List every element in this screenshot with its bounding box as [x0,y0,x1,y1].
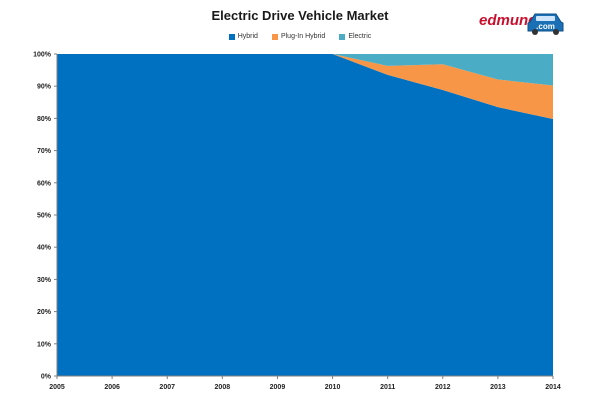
y-tick-label: 50% [37,213,52,220]
chart-title: Electric Drive Vehicle Market [211,8,389,23]
x-tick-label: 2012 [435,384,451,391]
y-tick-label: 60% [37,180,52,187]
series-areas [57,54,553,376]
x-tick-label: 2014 [545,384,561,391]
y-tick-label: 0% [41,374,52,381]
y-tick-label: 20% [37,309,52,316]
area-hybrid [57,54,553,376]
y-tick-label: 30% [37,277,52,284]
x-tick-label: 2011 [380,384,395,391]
y-tick-label: 100% [33,52,52,59]
x-tick-label: 2013 [490,384,506,391]
x-tick-label: 2005 [49,384,65,391]
logo-badge-text: .com [536,22,555,31]
x-tick-label: 2009 [270,384,286,391]
legend-label-electric: Electric [348,33,372,40]
legend-swatch-plug-in-hybrid [271,33,278,40]
y-tick-label: 40% [37,245,52,252]
legend-label-hybrid: Hybrid [237,33,258,40]
legend: Hybrid Plug-In Hybrid Electric [0,33,600,40]
y-tick-label: 90% [37,84,52,91]
y-tick-label: 70% [37,148,52,155]
edmunds-logo: edmunds .com [479,12,564,35]
car-badge-icon: .com [527,13,564,35]
y-axis-ticks: 0% 10% 20% 30% 40% 50% 60% 70% 80% 90% 100% [33,52,57,381]
y-tick-label: 80% [37,116,52,123]
legend-item-plug-in-hybrid: Plug-In Hybrid [271,33,326,40]
x-tick-label: 2006 [104,384,120,391]
legend-item-electric: Electric [339,33,371,40]
x-axis-ticks: 2005 2006 2007 2008 2009 2010 2011 2012 2013 2014 [49,376,561,391]
x-tick-label: 2008 [215,384,231,391]
x-tick-label: 2007 [159,384,175,391]
area-electric [57,54,553,86]
legend-swatch-hybrid [228,33,235,40]
legend-label-plug-in-hybrid: Plug-In Hybrid [280,33,326,40]
legend-swatch-electric [339,33,346,40]
y-tick-label: 10% [37,341,52,348]
area-plug-in-hybrid [57,54,553,120]
legend-item-hybrid: Hybrid [228,33,258,40]
x-tick-label: 2010 [325,384,341,391]
